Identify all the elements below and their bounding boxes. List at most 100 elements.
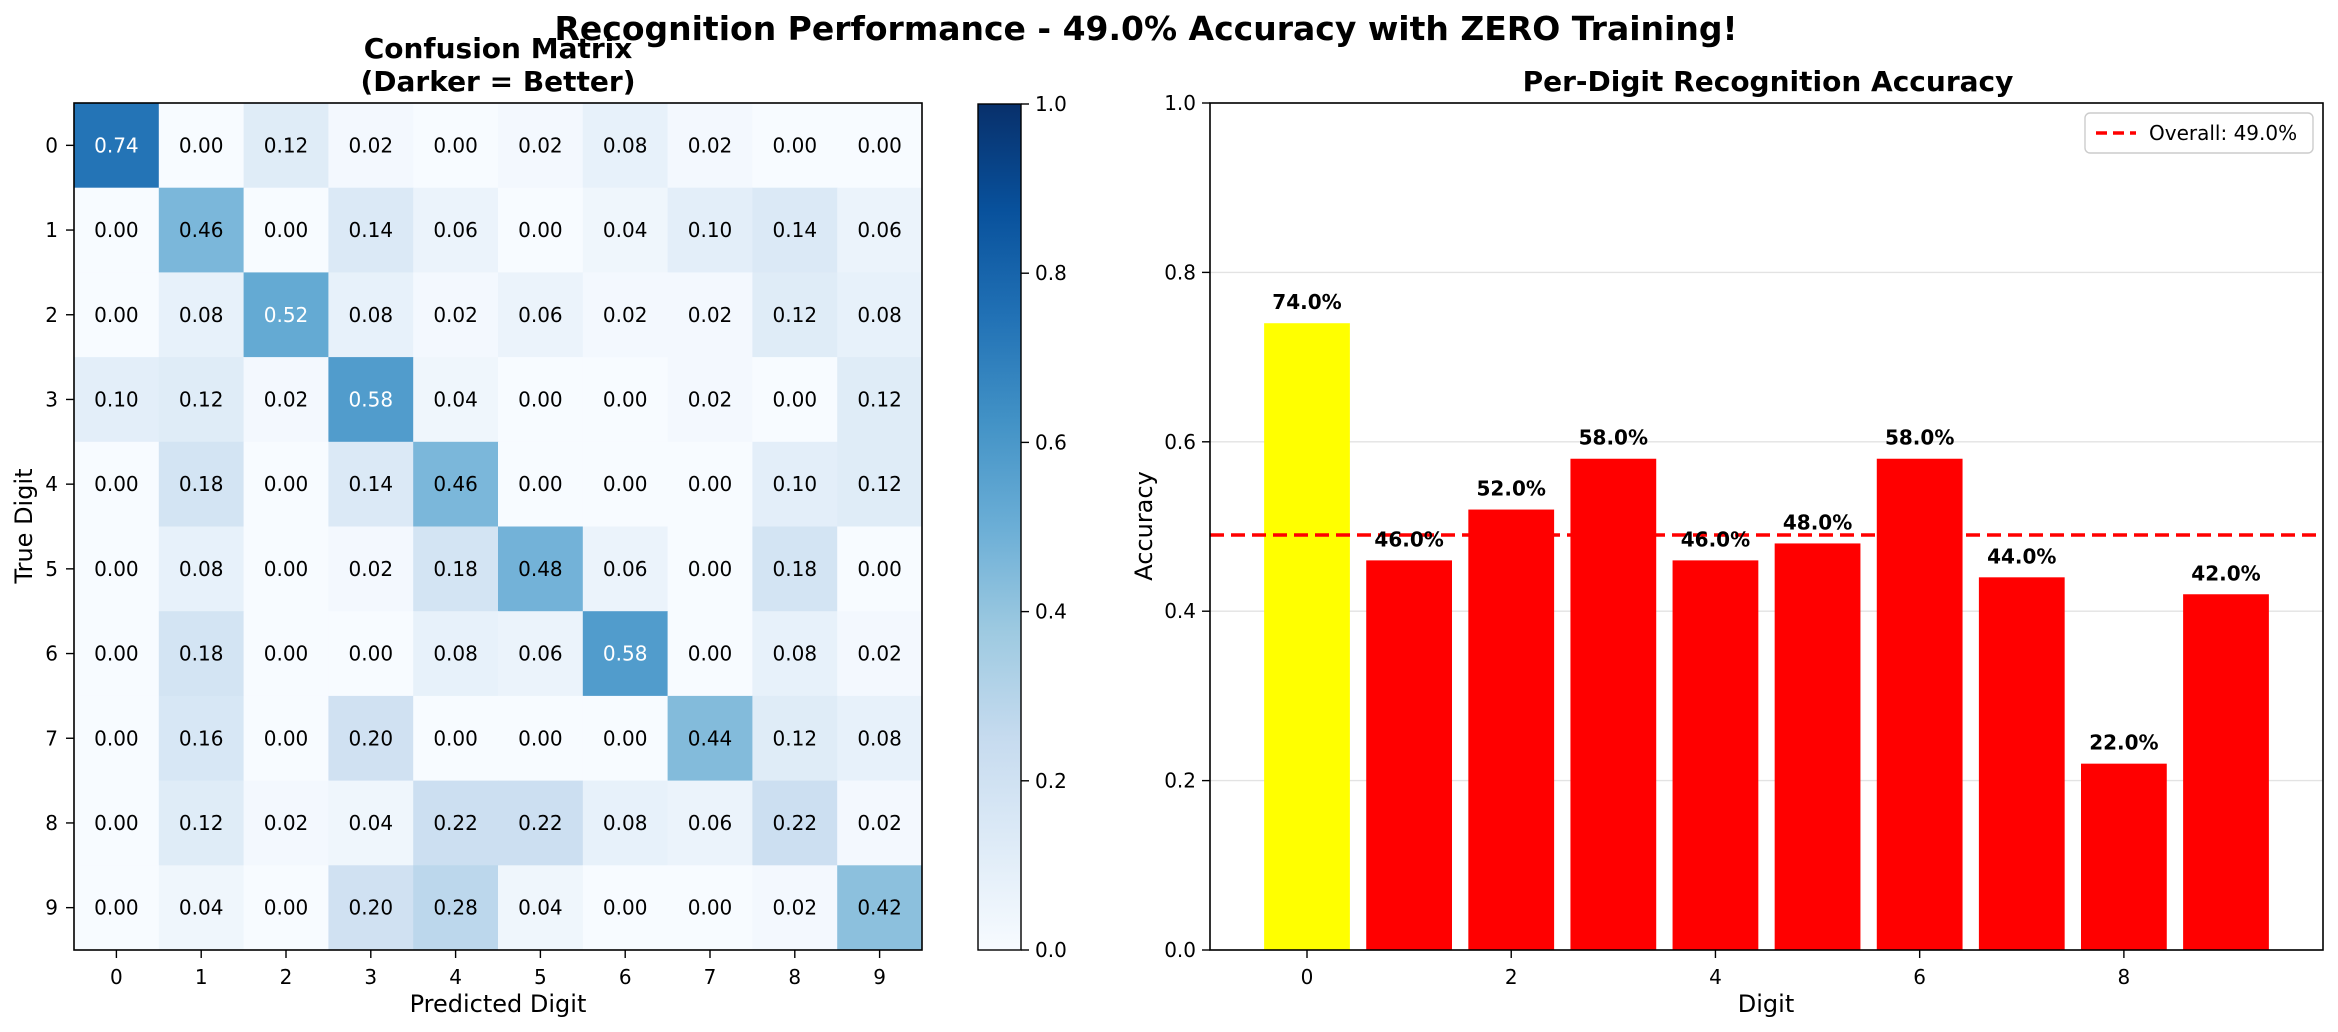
heatmap-cell-value: 0.22 bbox=[518, 811, 563, 835]
heatmap-cell-value: 0.42 bbox=[857, 896, 902, 920]
heatmap-cell bbox=[243, 441, 329, 527]
heatmap-cell-value: 0.00 bbox=[688, 472, 733, 496]
heatmap-cell bbox=[328, 272, 414, 358]
heatmap-cell-value: 0.12 bbox=[773, 303, 818, 327]
heatmap-xtick-label: 3 bbox=[364, 965, 377, 989]
accuracy-bar bbox=[1978, 577, 2065, 950]
heatmap-cell bbox=[582, 187, 669, 273]
heatmap-cell-value: 0.12 bbox=[857, 472, 902, 496]
heatmap-cell bbox=[752, 865, 838, 951]
heatmap-cell-value: 0.00 bbox=[773, 133, 818, 157]
heatmap-cell bbox=[582, 103, 669, 189]
heatmap-cell bbox=[667, 695, 753, 782]
heatmap-cell-value: 0.02 bbox=[857, 642, 902, 666]
heatmap-cell-value: 0.08 bbox=[857, 303, 902, 327]
heatmap-cell-value: 0.00 bbox=[857, 557, 902, 581]
heatmap-cell-value: 0.00 bbox=[94, 303, 139, 327]
accuracy-bar bbox=[2183, 594, 2269, 950]
bar-value-label: 48.0% bbox=[1783, 510, 1852, 534]
heatmap-cell bbox=[328, 865, 414, 951]
heatmap-ytick-label: 3 bbox=[45, 387, 58, 411]
heatmap-ytick-label: 4 bbox=[45, 472, 58, 496]
heatmap-cell-value: 0.08 bbox=[179, 303, 224, 327]
heatmap-cell-value: 0.00 bbox=[264, 642, 309, 666]
heatmap-xtick-label: 9 bbox=[873, 965, 886, 989]
bar-xtick-label: 8 bbox=[2118, 965, 2131, 989]
heatmap-cell bbox=[752, 187, 838, 273]
heatmap-cell-value: 0.12 bbox=[773, 726, 818, 750]
heatmap-cell-value: 0.06 bbox=[433, 218, 478, 242]
heatmap-cell bbox=[158, 187, 245, 273]
heatmap-cell bbox=[752, 357, 838, 443]
heatmap-cell-value: 0.00 bbox=[603, 472, 648, 496]
heatmap-cell bbox=[582, 865, 669, 951]
heatmap-cell bbox=[413, 611, 499, 697]
heatmap-cell-value: 0.00 bbox=[857, 133, 902, 157]
heatmap-cell bbox=[413, 526, 499, 612]
heatmap-cell-value: 0.06 bbox=[688, 811, 733, 835]
heatmap-cell-value: 0.14 bbox=[773, 218, 818, 242]
heatmap-cell bbox=[837, 865, 923, 951]
heatmap-cell bbox=[243, 357, 329, 443]
heatmap-cell bbox=[243, 272, 329, 358]
bar-value-label: 58.0% bbox=[1579, 426, 1648, 450]
heatmap-cell-value: 0.00 bbox=[603, 726, 648, 750]
heatmap-xtick-label: 4 bbox=[449, 965, 462, 989]
heatmap-cell bbox=[837, 103, 923, 189]
heatmap-cell-value: 0.10 bbox=[94, 387, 139, 411]
heatmap-ytick-label: 0 bbox=[45, 133, 58, 157]
heatmap-cell bbox=[158, 103, 245, 189]
heatmap-cell-value: 0.04 bbox=[433, 387, 478, 411]
heatmap-cell-value: 0.00 bbox=[603, 896, 648, 920]
bar-value-label: 46.0% bbox=[1681, 527, 1750, 551]
heatmap-cell bbox=[582, 441, 669, 527]
heatmap-cell bbox=[667, 441, 753, 527]
heatmap-cell-value: 0.00 bbox=[518, 387, 563, 411]
bar-value-label: 22.0% bbox=[2089, 731, 2158, 755]
accuracy-bar bbox=[1570, 458, 1657, 950]
heatmap-cell bbox=[498, 865, 584, 951]
legend: Overall: 49.0% bbox=[2084, 112, 2314, 154]
heatmap-cell-value: 0.22 bbox=[773, 811, 818, 835]
legend-box bbox=[2084, 112, 2314, 154]
heatmap-cell bbox=[413, 103, 499, 189]
heatmap-cell bbox=[158, 357, 245, 443]
heatmap-xtick-label: 6 bbox=[619, 965, 632, 989]
heatmap-cell-value: 0.00 bbox=[264, 896, 309, 920]
heatmap-cell-value: 0.00 bbox=[264, 218, 309, 242]
heatmap-cell bbox=[752, 611, 838, 697]
accuracy-bar bbox=[2080, 763, 2167, 950]
heatmap-cell-value: 0.02 bbox=[264, 811, 309, 835]
bar-value-label: 42.0% bbox=[2191, 561, 2260, 585]
heatmap-cell-value: 0.00 bbox=[264, 726, 309, 750]
heatmap-ytick-label: 7 bbox=[45, 726, 58, 750]
bar-ytick-label: 0.4 bbox=[1164, 599, 1196, 623]
heatmap-cell-value: 0.22 bbox=[433, 811, 478, 835]
heatmap-cell bbox=[243, 780, 329, 866]
heatmap-cell-value: 0.18 bbox=[773, 557, 818, 581]
heatmap-cell bbox=[498, 695, 584, 782]
heatmap-cell bbox=[667, 865, 753, 951]
heatmap-cell-value: 0.00 bbox=[518, 472, 563, 496]
heatmap-cell bbox=[667, 780, 753, 866]
confusion-matrix-panel: Confusion Matrix (Darker = Better) 0.74 0… bbox=[10, 32, 923, 1018]
heatmap-cell bbox=[243, 611, 329, 697]
heatmap-cell bbox=[158, 865, 245, 951]
bar-ytick-label: 0.6 bbox=[1164, 430, 1196, 454]
heatmap-cell-value: 0.00 bbox=[94, 642, 139, 666]
heatmap-cell-value: 0.48 bbox=[518, 557, 563, 581]
heatmap-cell-value: 0.58 bbox=[603, 642, 648, 666]
heatmap-cell bbox=[74, 187, 160, 273]
bar-value-labels: 74.0% 46.0% 52.0% 58.0% 46.0% 48.0% 58.0% 44.0%… bbox=[1272, 290, 2260, 754]
heatmap-cell bbox=[74, 780, 160, 866]
colorbar-tick-label: 0.2 bbox=[1035, 769, 1067, 793]
heatmap-cell-value: 0.00 bbox=[688, 896, 733, 920]
heatmap-cell bbox=[413, 695, 499, 782]
heatmap-cell bbox=[74, 357, 160, 443]
heatmap-cell bbox=[158, 526, 245, 612]
heatmap-ticks: 0 1 2 3 4 5 6 7 8 9 0 1 2 3 4 5 6 7 8 9 bbox=[45, 133, 886, 989]
heatmap-cell-value: 0.18 bbox=[179, 642, 224, 666]
heatmap-cell-value: 0.02 bbox=[773, 896, 818, 920]
heatmap-cell-value: 0.02 bbox=[264, 387, 309, 411]
